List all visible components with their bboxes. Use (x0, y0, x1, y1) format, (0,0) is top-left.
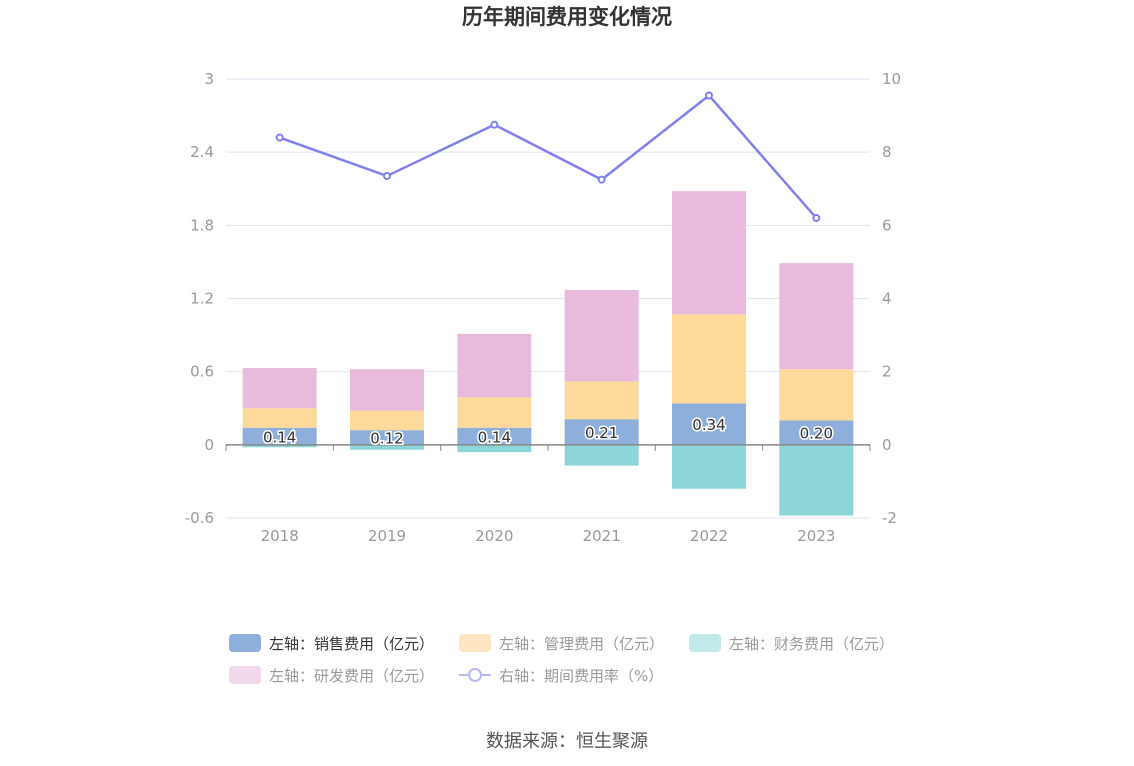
legend-item-4[interactable]: 右轴：期间费用率（%） (459, 667, 663, 685)
y-right-tick-label: 6 (882, 216, 892, 234)
rate-point-2020 (490, 120, 499, 129)
x-ticks: 2018 2019 2020 2021 2022 2023 (261, 527, 836, 545)
data-source: 数据来源：恒生聚源 (486, 731, 648, 752)
bar-series-0-2020 (457, 427, 532, 445)
x-tick-label-2018: 2018 (261, 527, 299, 545)
bar-series-3-2023 (779, 263, 854, 370)
chart-title: 历年期间费用变化情况 (462, 5, 672, 29)
bar-series-0-2018 (242, 427, 317, 445)
rate-point-2022 (705, 91, 713, 100)
bar-series-1-2021 (564, 381, 639, 420)
y-right-tick-label: 0 (882, 436, 892, 454)
bar-series-2-2022 (672, 444, 746, 489)
bar-series-1-2020 (457, 397, 532, 428)
y-right-tick-label: 10 (882, 70, 901, 88)
legend: 左轴：销售费用（亿元） 左轴：管理费用（亿元） 左轴：财务费用（亿元） 左轴：研发费用… (229, 634, 894, 685)
y-left-tick-label: 2.4 (190, 143, 214, 161)
y-left-tick-label: 3 (204, 70, 214, 88)
bar-series-1-2022 (672, 314, 746, 404)
legend-swatch-icon (229, 634, 261, 652)
y-axis-right: 10 8 6 4 2 0 -2 (882, 70, 901, 527)
bar-series-2-2019 (350, 444, 424, 450)
bar-series-3-2020 (457, 333, 532, 398)
x-axis (225, 444, 871, 451)
legend-label: 左轴：财务费用（亿元） (729, 635, 894, 653)
y-left-tick-label: 0 (204, 436, 214, 454)
x-tick-label-2020: 2020 (475, 527, 513, 545)
y-right-tick-label: 8 (882, 143, 892, 161)
y-left-tick-label: -0.6 (185, 509, 214, 527)
bar-series-3-2018 (242, 368, 317, 409)
x-tick-label-2022: 2022 (690, 527, 728, 545)
legend-label: 左轴：管理费用（亿元） (499, 635, 664, 653)
x-tick-label-2021: 2021 (583, 527, 621, 545)
x-tick-label-2023: 2023 (797, 527, 835, 545)
rate-point-2021 (597, 175, 606, 184)
bar-series-3-2019 (350, 369, 424, 411)
y-right-tick-label: 2 (882, 363, 892, 381)
bar-data-label-2018: 0.14 (263, 428, 296, 446)
bar-labels: 0.14 0.12 0.14 0.21 0.34 0.20 (261, 415, 834, 449)
legend-swatch-icon (689, 634, 721, 652)
bar-series-2-2023 (779, 444, 854, 516)
rate-point-2019 (383, 171, 391, 180)
y-right-tick-label: 4 (882, 290, 892, 308)
bar-data-label-2023: 0.20 (800, 425, 833, 443)
legend-item-0[interactable]: 左轴：销售费用（亿元） (229, 634, 434, 653)
bar-series-1-2018 (242, 408, 317, 428)
rate-point-2023 (812, 214, 821, 223)
grid (226, 78, 870, 519)
y-right-tick-label: -2 (882, 509, 897, 527)
bar-series-2-2021 (564, 444, 639, 466)
bar-series-2-2020 (457, 444, 532, 453)
bar-series-1-2019 (350, 410, 424, 431)
bar-series-0-2023 (779, 420, 854, 445)
y-left-tick-label: 1.2 (190, 290, 214, 308)
legend-item-2[interactable]: 左轴：财务费用（亿元） (689, 634, 894, 653)
legend-swatch-icon (229, 666, 261, 684)
legend-swatch-icon (459, 634, 491, 652)
rate-line-path (279, 93, 818, 219)
legend-label: 左轴：研发费用（亿元） (269, 667, 434, 685)
rate-line (275, 91, 821, 223)
bar-series-0-2022 (672, 403, 746, 445)
legend-marker-icon (468, 668, 482, 682)
y-left-tick-label: 0.6 (190, 363, 214, 381)
legend-item-3[interactable]: 左轴：研发费用（亿元） (229, 666, 434, 685)
x-tick-label-2019: 2019 (368, 527, 406, 545)
bar-data-label-2021: 0.21 (585, 424, 618, 442)
legend-label: 左轴：销售费用（亿元） (269, 635, 434, 653)
bar-data-label-2022: 0.34 (692, 416, 725, 434)
bar-series-0-2021 (564, 419, 639, 445)
bar-series-2-2018 (242, 444, 317, 448)
bar-series-0-2019 (350, 430, 424, 445)
y-axis-left: 3 2.4 1.8 1.2 0.6 0 -0.6 (185, 70, 214, 527)
legend-label: 右轴：期间费用率（%） (499, 667, 663, 685)
bar-series-3-2022 (672, 191, 746, 315)
bar-series-1-2023 (779, 369, 854, 421)
legend-item-1[interactable]: 左轴：管理费用（亿元） (459, 634, 664, 653)
bars (242, 191, 854, 516)
bar-series-3-2021 (564, 289, 639, 382)
bar-data-label-2019: 0.12 (370, 430, 403, 448)
y-left-tick-label: 1.8 (190, 216, 214, 234)
rate-point-2018 (275, 133, 284, 142)
bar-data-label-2020: 0.14 (478, 428, 511, 446)
